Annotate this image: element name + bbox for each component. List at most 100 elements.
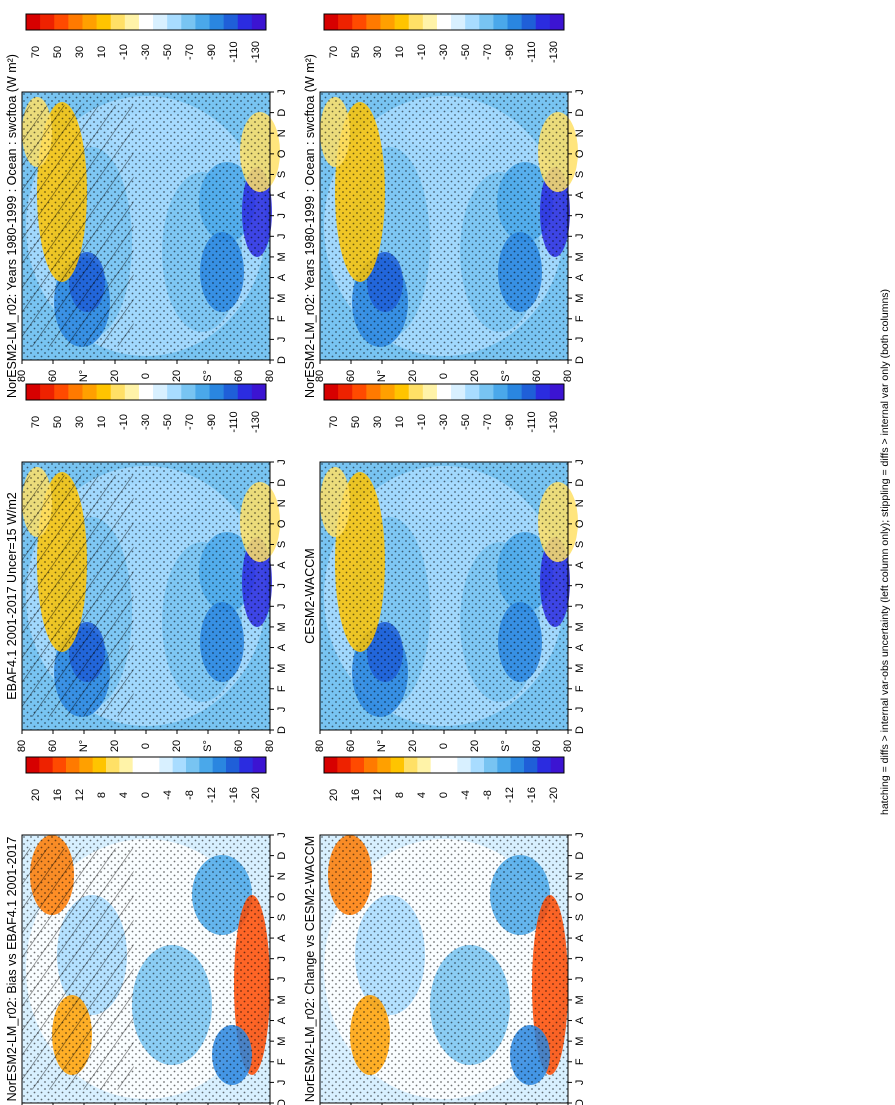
colorbar-swatch <box>549 384 565 400</box>
colorbar-swatch <box>537 757 552 773</box>
x-tick-label: J <box>574 977 586 983</box>
colorbar-swatch <box>40 14 55 30</box>
x-tick-label: J <box>276 956 288 962</box>
x-tick-label: A <box>574 273 586 281</box>
y-tick-label: 0 <box>140 743 152 749</box>
x-tick-label: A <box>574 191 586 199</box>
colorbar-tick-label: 30 <box>74 416 86 428</box>
colorbar-swatch <box>484 757 498 773</box>
colorbar-tick-label: 12 <box>74 789 86 801</box>
x-tick-label: A <box>276 273 288 281</box>
colorbar-tick-label: 50 <box>350 416 362 428</box>
colorbar-swatch <box>223 384 239 400</box>
x-tick-label: O <box>574 892 586 901</box>
colorbar-tick-label: 8 <box>96 792 108 798</box>
y-tick-label: 20 <box>469 740 481 752</box>
x-tick-label: J <box>574 707 586 713</box>
colorbar-frame <box>25 756 267 774</box>
colorbar-swatch <box>352 384 367 400</box>
x-tick-label: J <box>276 89 288 95</box>
colorbar-swatch <box>404 757 418 773</box>
x-tick-label: S <box>574 914 586 921</box>
y-tick-label: 80 <box>562 740 574 752</box>
colorbar-swatch <box>26 14 41 30</box>
colorbar-swatch <box>153 14 168 30</box>
colorbar-swatch <box>54 384 69 400</box>
colorbar-swatch <box>252 757 267 773</box>
colorbar-swatch <box>338 384 353 400</box>
y-tick-label: 0 <box>140 373 152 379</box>
colorbar-swatch <box>239 757 254 773</box>
colorbar-swatch <box>436 384 452 400</box>
colorbar-swatch <box>237 14 253 30</box>
y-tick-label: 0 <box>438 743 450 749</box>
x-tick-label: D <box>574 1099 586 1105</box>
colorbar-tick-label: 8 <box>394 792 406 798</box>
y-tick-label: N° <box>376 370 388 382</box>
colorbar-tick-label: -70 <box>482 44 494 60</box>
y-tick-label: 20 <box>407 370 419 382</box>
colorbar-tick-label: -10 <box>416 414 428 430</box>
x-tick-label: J <box>574 337 586 343</box>
colorbar-top-left: 70 50 30 10 -10 -30 -50 -70 -90 -110 -130 <box>25 13 267 63</box>
colorbar-swatch <box>457 757 472 773</box>
x-tick-label: J <box>276 234 288 240</box>
colorbar-tick-label: 16 <box>52 789 64 801</box>
colorbar-swatch <box>436 14 452 30</box>
colorbar-tick-label: -20 <box>250 787 262 803</box>
x-tick-label: J <box>276 213 288 219</box>
colorbar-swatch <box>380 384 396 400</box>
colorbar-swatch <box>146 757 160 773</box>
colorbar-tick-label: 16 <box>350 789 362 801</box>
x-tick-label: J <box>574 89 586 95</box>
colorbar-tick-label: -110 <box>228 41 240 62</box>
y-tick-label: 80 <box>16 370 28 382</box>
colorbar-tick-label: -110 <box>228 411 240 432</box>
colorbar-tick-label: -4 <box>460 790 472 800</box>
x-tick-label: M <box>574 294 586 303</box>
x-tick-label: A <box>276 1016 288 1024</box>
x-tick-label: J <box>574 604 586 610</box>
colorbar-swatch <box>465 14 480 30</box>
x-tick-label: D <box>574 356 586 364</box>
colorbar-swatch <box>521 384 537 400</box>
y-tick-label: S° <box>500 740 512 752</box>
colorbar-swatch <box>324 384 339 400</box>
x-tick-label: M <box>276 1037 288 1046</box>
x-tick-label: S <box>276 541 288 548</box>
colorbar-swatch <box>138 14 154 30</box>
colorbar-swatch <box>195 384 211 400</box>
colorbar-tick-label: -20 <box>548 787 560 803</box>
x-tick-label: J <box>574 234 586 240</box>
x-tick-label: J <box>276 832 288 838</box>
y-tick-label: N° <box>78 740 90 752</box>
colorbar-swatch <box>153 384 168 400</box>
x-tick-label: O <box>276 892 288 901</box>
x-tick-label: S <box>574 541 586 548</box>
colorbar-swatch <box>181 384 196 400</box>
colorbar-swatch <box>380 14 396 30</box>
colorbar-tick-label: -90 <box>504 44 516 60</box>
x-tick-label: O <box>574 519 586 528</box>
colorbar-swatch <box>493 384 509 400</box>
colorbar-tick-label: -30 <box>438 414 450 430</box>
colorbar-swatch <box>535 384 551 400</box>
panel-top-left: D J F M A M J J A S O N D J 80 60 N° 20 0 20 S° 60 80 <box>16 89 288 382</box>
x-tick-label: O <box>276 149 288 158</box>
colorbar-swatch <box>366 384 381 400</box>
colorbar-tick-label: 0 <box>438 792 450 798</box>
y-tick-label: 20 <box>469 370 481 382</box>
colorbar-swatch <box>507 14 523 30</box>
x-tick-label: M <box>574 1037 586 1046</box>
y-tick-label: N° <box>78 370 90 382</box>
colorbar-tick-label: -130 <box>548 411 560 433</box>
colorbar-bottom-left: 20 16 12 8 4 0 -4 -8 -12 -16 -20 <box>25 756 267 803</box>
colorbar-middle-right: 70 50 30 10 -10 -30 -50 -70 -90 -110 -130 <box>323 383 565 433</box>
colorbar-swatch <box>66 757 80 773</box>
colorbar-tick-label: 10 <box>394 416 406 428</box>
panel-middle-left: D J F M A M J J A S O N D J 80 60 N° 20 0 20 S° 60 80 <box>16 459 288 752</box>
colorbar-tick-label: 70 <box>328 416 340 428</box>
colorbar-tick-label: -8 <box>482 790 494 800</box>
colorbar-swatch <box>251 14 267 30</box>
